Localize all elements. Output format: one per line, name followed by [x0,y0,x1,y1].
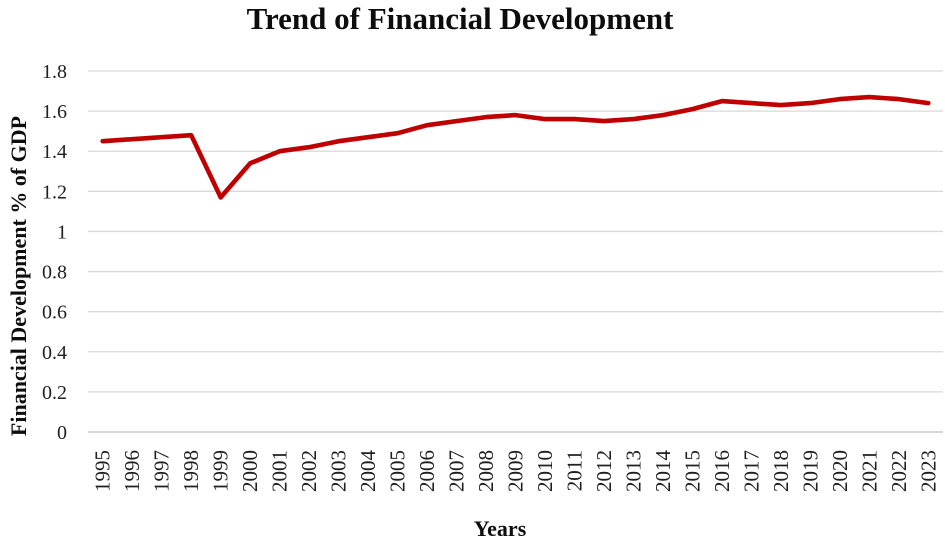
x-tick-label: 2000 [238,450,262,492]
x-tick-label: 2001 [268,450,292,492]
y-tick-label: 0.6 [42,302,67,324]
x-tick-label: 1996 [120,450,144,492]
y-tick-label: 1 [57,221,67,243]
x-tick-label: 2016 [710,450,734,492]
x-tick-label: 2021 [857,450,881,492]
y-tick-label: 0 [57,422,67,444]
x-tick-label: 1995 [91,450,115,492]
x-tick-label: 2012 [592,450,616,492]
x-tick-label: 2007 [445,450,469,492]
x-tick-label: 1999 [209,450,233,492]
y-tick-label: 0.8 [42,262,67,284]
x-tick-label: 2005 [386,450,410,492]
x-tick-label: 2008 [474,450,498,492]
x-axis-title: Years [474,516,527,540]
x-tick-label: 2011 [562,450,586,491]
chart-title: Trend of Financial Development [247,1,674,36]
gridlines-group [88,70,943,433]
series-line [100,94,931,200]
x-tick-label: 2014 [651,450,675,493]
x-tick-label: 2022 [887,450,911,492]
x-tick-label: 1997 [150,450,174,492]
x-tick-label: 2017 [739,450,763,492]
x-tick-label: 2015 [680,450,704,492]
x-tick-labels-group: 1995 1996 1997 1998 1999 2000 2001 2002 2003 2004… [91,450,941,493]
y-tick-label: 0.2 [42,382,67,404]
y-axis-title: Financial Development % of GDP [6,116,31,436]
x-tick-label: 2003 [327,450,351,492]
y-tick-label: 1.8 [42,61,67,83]
x-tick-label: 2002 [297,450,321,492]
x-tick-label: 2020 [828,450,852,492]
y-tick-labels-group: 0 0.2 0.4 0.6 0.8 1 1.2 1.4 1.6 1.8 [42,61,67,444]
x-tick-label: 2009 [504,450,528,492]
y-tick-label: 1.4 [42,141,67,163]
series-group [100,94,931,200]
x-tick-label: 2019 [798,450,822,492]
x-tick-label: 2013 [621,450,645,492]
x-tick-label: 2004 [356,450,380,493]
x-tick-label: 2010 [533,450,557,492]
x-tick-label: 1998 [179,450,203,492]
y-tick-label: 1.6 [42,101,67,123]
y-tick-label: 0.4 [42,342,67,364]
x-tick-label: 2018 [769,450,793,492]
x-tick-label: 2006 [415,450,439,492]
y-tick-label: 1.2 [42,181,67,203]
x-tick-label: 2023 [916,450,940,492]
